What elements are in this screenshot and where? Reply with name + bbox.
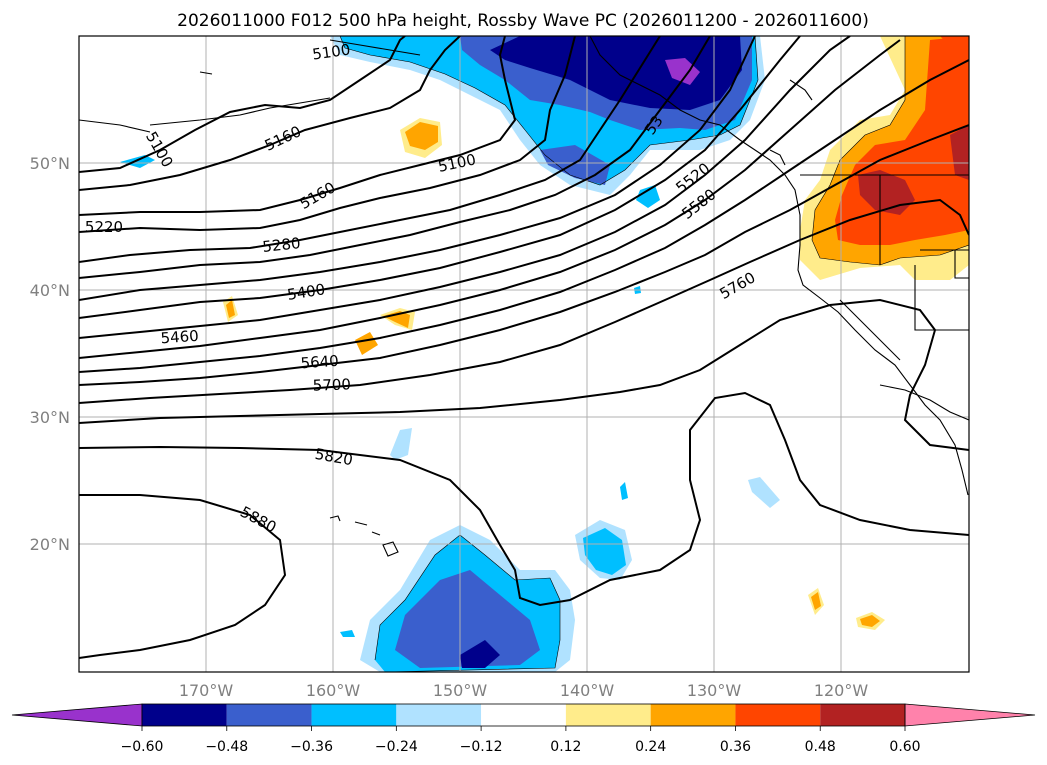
coastlines — [79, 36, 969, 557]
map-title: 2026011000 F012 500 hPa height, Rossby W… — [177, 11, 869, 31]
latitude-labels: 50°N 40°N 30°N 20°N — [30, 154, 70, 554]
contour-label: 5700 — [312, 375, 351, 394]
colorbar-tick-label: −0.12 — [460, 739, 503, 755]
map-frame — [78, 35, 970, 673]
lat-label: 40°N — [30, 281, 70, 300]
colorbar-frame — [141, 703, 906, 727]
contour-label: 5400 — [286, 280, 327, 304]
anomaly-shading — [120, 36, 969, 672]
longitude-labels: 170°W 160°W 150°W 140°W 130°W 120°W — [179, 681, 869, 700]
colorbar: −0.60 −0.48 −0.36 −0.24 −0.12 0.12 0.24 0.36 0.4… — [11, 703, 1036, 755]
lat-label: 30°N — [30, 408, 70, 427]
colorbar-segment — [396, 704, 482, 726]
lon-label: 120°W — [814, 681, 869, 700]
lon-label: 140°W — [560, 681, 615, 700]
colorbar-tick-label: 0.24 — [635, 739, 666, 755]
contour-label: 5280 — [262, 234, 302, 256]
colorbar-segment — [735, 704, 821, 726]
colorbar-tick-label: 0.48 — [805, 739, 836, 755]
lon-label: 170°W — [179, 681, 234, 700]
height-contours — [79, 36, 969, 659]
colorbar-tick-label: 0.60 — [889, 739, 920, 755]
lon-label: 160°W — [306, 681, 361, 700]
colorbar-tick-label: 0.36 — [720, 739, 751, 755]
colorbar-tick-label: −0.36 — [290, 739, 333, 755]
colorbar-segment — [650, 704, 736, 726]
colorbar-segment — [142, 704, 227, 726]
colorbar-segment — [226, 704, 312, 726]
colorbar-tick-label: −0.60 — [121, 739, 164, 755]
contour-label: 5100 — [311, 40, 351, 63]
colorbar-tick-label: −0.24 — [375, 739, 418, 755]
lon-label: 130°W — [687, 681, 742, 700]
colorbar-extend-high — [904, 703, 1036, 727]
contour-label: 5640 — [300, 352, 339, 373]
lon-label: 150°W — [433, 681, 488, 700]
colorbar-segment — [311, 704, 397, 726]
colorbar-extend-low — [11, 703, 143, 727]
colorbar-segment — [565, 704, 651, 726]
colorbar-tick-label: −0.48 — [205, 739, 248, 755]
map-area: 5100 5160 5100 5160 5220 5280 5400 5460 … — [79, 36, 969, 672]
colorbar-segment — [481, 704, 566, 726]
contour-label: 5460 — [160, 327, 199, 348]
colorbar-segment — [820, 704, 905, 726]
lat-label: 20°N — [30, 535, 70, 554]
lat-label: 50°N — [30, 154, 70, 173]
contour-label: 5220 — [85, 218, 123, 236]
colorbar-tick-label: 0.12 — [550, 739, 581, 755]
